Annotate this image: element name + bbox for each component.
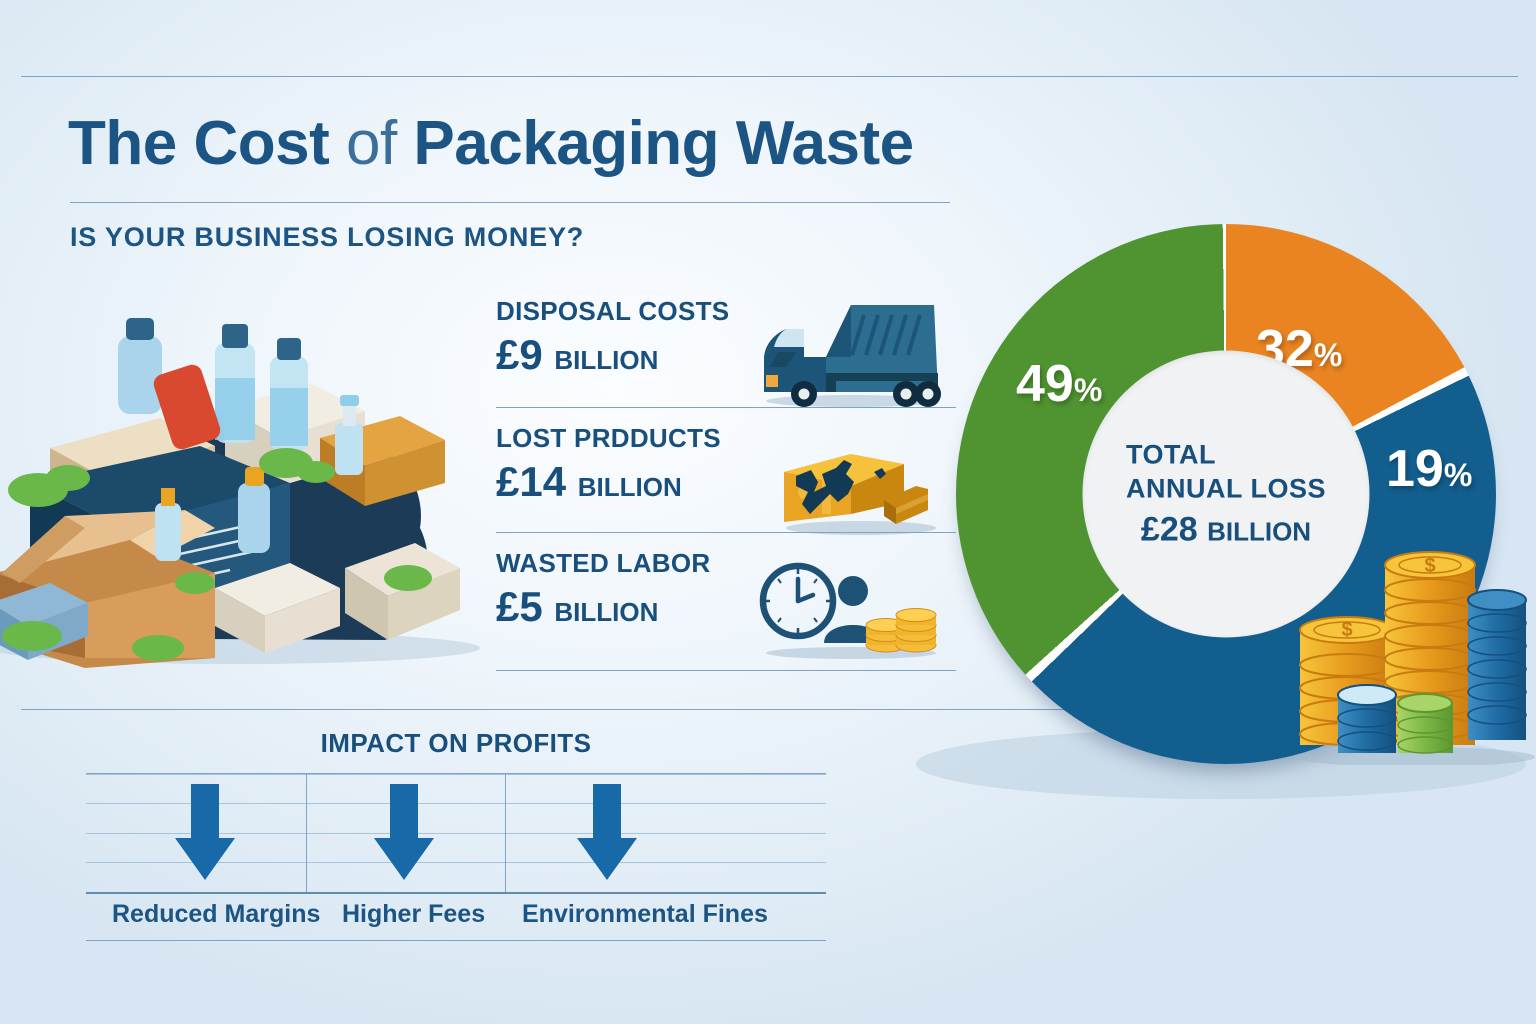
svg-text:$: $ xyxy=(1341,619,1352,641)
svg-text:$: $ xyxy=(1424,555,1435,577)
